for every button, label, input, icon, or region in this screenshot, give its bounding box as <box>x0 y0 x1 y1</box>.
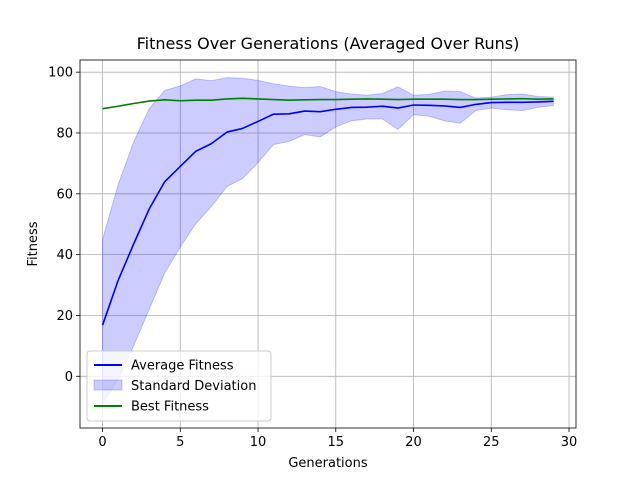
x-tick-label: 25 <box>483 435 500 450</box>
std-dev-band <box>102 77 554 406</box>
series-lines-layer <box>101 97 554 326</box>
y-tick-label: 40 <box>56 248 73 263</box>
legend-label-average-fitness: Average Fitness <box>131 359 234 374</box>
legend-label-best-fitness: Best Fitness <box>131 400 209 415</box>
axes <box>76 59 577 432</box>
tick-labels: 0 5 10 15 20 25 30 0 20 40 60 80 100 <box>48 66 577 450</box>
average-fitness-line <box>101 100 554 326</box>
best-fitness-line <box>102 97 554 110</box>
x-tick-label: 30 <box>561 435 578 450</box>
y-axis-label: Fitness <box>26 221 41 266</box>
plot-frame <box>79 59 577 429</box>
y-tick-label: 80 <box>56 126 73 141</box>
x-tick-label: 0 <box>98 435 106 450</box>
std-dev-band-layer <box>102 77 554 406</box>
y-tick-label: 20 <box>56 309 73 324</box>
legend-label-standard-deviation: Standard Deviation <box>131 379 256 394</box>
x-tick-label: 20 <box>405 435 422 450</box>
chart-title: Fitness Over Generations (Averaged Over … <box>137 34 520 53</box>
legend-swatch-standard-deviation <box>93 379 123 391</box>
x-axis-label: Generations <box>288 456 368 471</box>
x-tick-label: 15 <box>328 435 345 450</box>
x-tick-label: 5 <box>176 435 184 450</box>
y-tick-label: 100 <box>48 66 73 81</box>
y-tick-label: 0 <box>65 370 73 385</box>
y-tick-label: 60 <box>56 187 73 202</box>
legend-box <box>86 350 272 422</box>
x-tick-label: 10 <box>250 435 267 450</box>
legend: Average Fitness Standard Deviation Best … <box>86 350 272 422</box>
